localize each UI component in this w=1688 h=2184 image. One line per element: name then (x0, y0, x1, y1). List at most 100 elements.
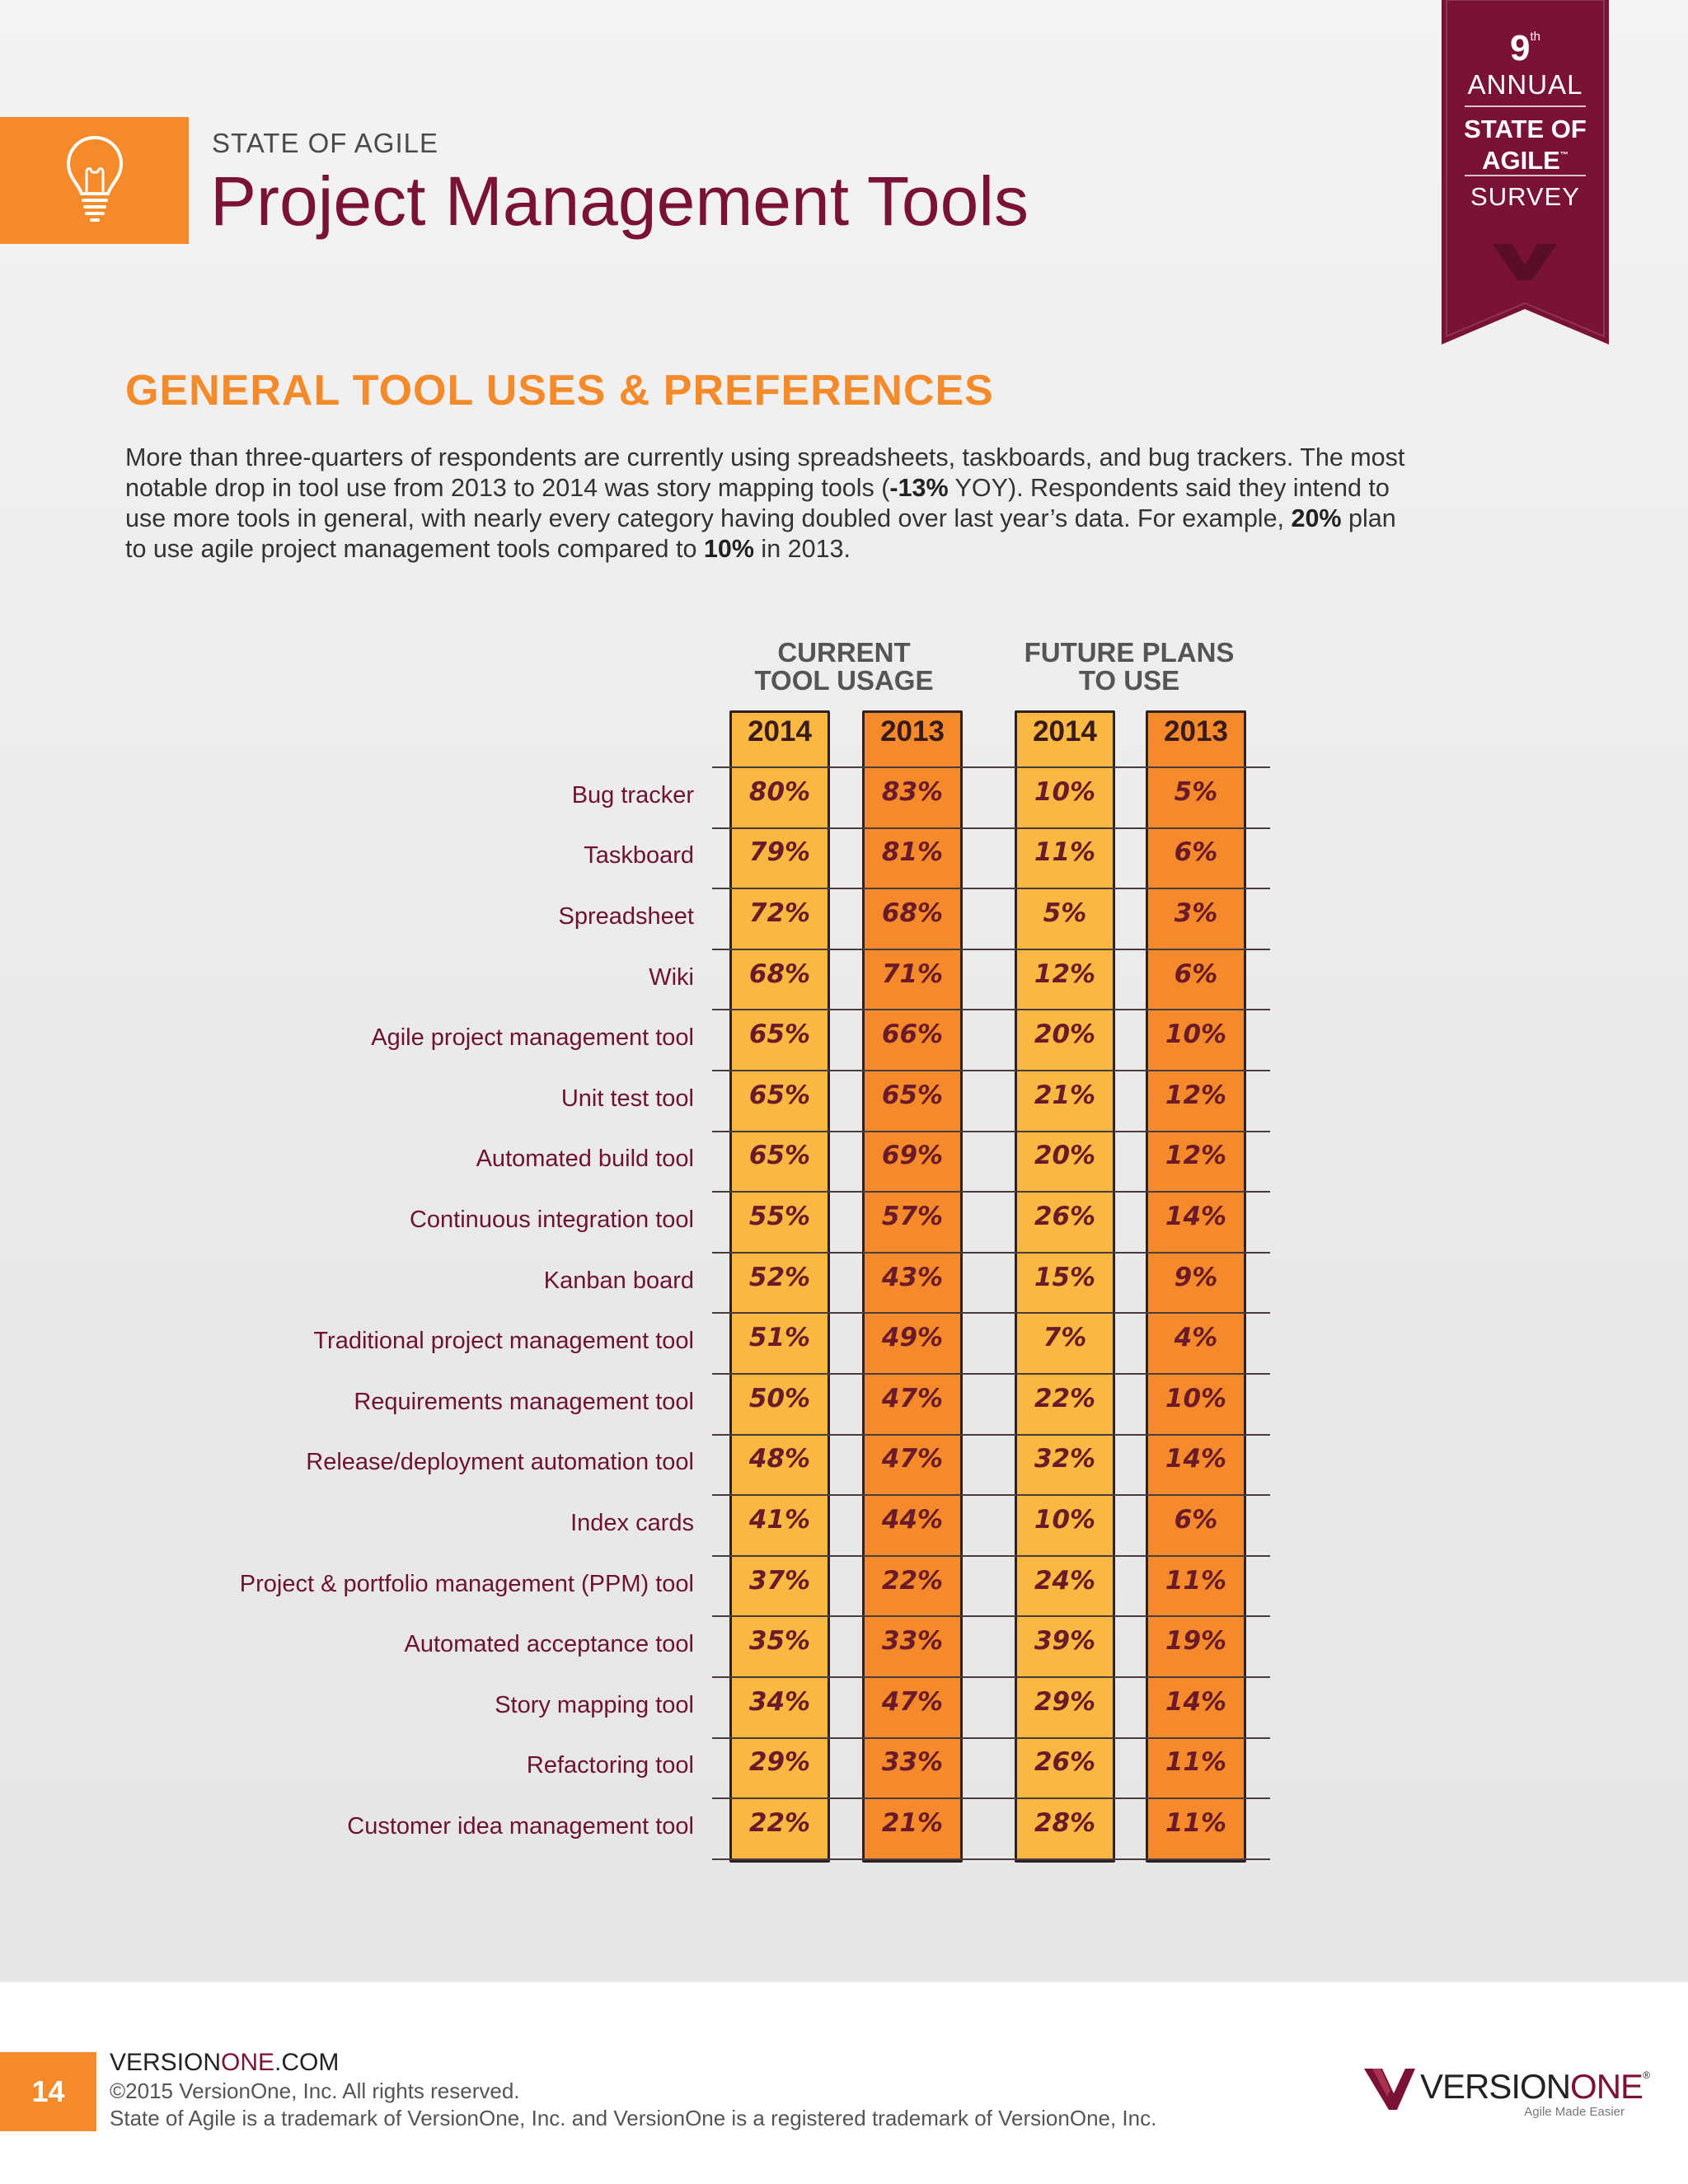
table-cell-cur2014: 52% (748, 1263, 811, 1292)
row-divider (712, 1191, 1270, 1193)
row-divider (712, 1373, 1270, 1375)
row-divider (712, 1009, 1270, 1010)
table-cell-cur2013: 68% (881, 898, 944, 928)
table-cell-fut2013: 14% (1165, 1687, 1227, 1717)
row-label: Customer idea management tool (347, 1813, 694, 1840)
table-cell-fut2014: 29% (1034, 1687, 1096, 1717)
table-cell-cur2013: 43% (881, 1263, 944, 1292)
table-cell-fut2013: 6% (1174, 959, 1218, 989)
row-divider (712, 1312, 1270, 1314)
table-cell-cur2014: 22% (748, 1808, 811, 1838)
table-cell-cur2014: 29% (748, 1747, 811, 1777)
group-header-future: FUTURE PLANS TO USE (1024, 637, 1235, 696)
table-cell-cur2014: 37% (748, 1566, 811, 1596)
versionone-v-icon (1493, 244, 1557, 280)
page-background (0, 0, 1688, 1982)
row-divider (712, 1858, 1270, 1860)
table-cell-cur2014: 51% (748, 1323, 811, 1352)
row-divider (712, 949, 1270, 950)
table-cell-fut2014: 32% (1034, 1444, 1096, 1474)
table-cell-fut2014: 7% (1043, 1323, 1087, 1352)
table-cell-fut2013: 12% (1165, 1080, 1227, 1110)
row-label: Taskboard (584, 842, 694, 869)
row-label: Bug tracker (571, 782, 694, 808)
table-cell-fut2013: 14% (1165, 1444, 1227, 1474)
table-cell-cur2013: 65% (881, 1080, 944, 1110)
row-divider (712, 1070, 1270, 1071)
table-cell-fut2013: 12% (1165, 1141, 1227, 1170)
column-header: 2013 (880, 715, 945, 748)
badge-number: 9th (1510, 28, 1540, 68)
table-cell-fut2013: 19% (1165, 1626, 1227, 1656)
lightbulb-icon (66, 135, 123, 222)
table-cell-cur2014: 41% (748, 1505, 811, 1535)
column-future-2014 (1015, 710, 1115, 1863)
table-cell-fut2014: 20% (1034, 1019, 1096, 1049)
table-cell-cur2014: 35% (748, 1626, 811, 1656)
table-cell-cur2014: 65% (748, 1019, 811, 1049)
row-label: Requirements management tool (354, 1389, 694, 1415)
table-cell-fut2014: 22% (1034, 1384, 1096, 1413)
badge-annual: ANNUAL (1467, 69, 1583, 100)
versionone-logo: VERSIONONE® Agile Made Easier (1364, 2062, 1650, 2128)
header-kicker: STATE OF AGILE (212, 128, 439, 158)
table-cell-fut2013: 6% (1174, 1505, 1218, 1535)
badge-divider (1465, 105, 1586, 107)
table-cell-cur2013: 47% (881, 1687, 944, 1717)
column-header: 2014 (1033, 715, 1097, 748)
table-cell-cur2013: 49% (881, 1323, 944, 1352)
table-cell-fut2014: 5% (1043, 898, 1087, 928)
table-cell-fut2014: 24% (1034, 1566, 1096, 1596)
row-label: Spreadsheet (558, 903, 694, 930)
table-cell-fut2013: 4% (1174, 1323, 1218, 1352)
table-cell-cur2014: 68% (748, 959, 811, 989)
column-header: 2014 (748, 715, 812, 748)
badge-divider (1465, 175, 1586, 176)
header-icon-box (0, 117, 189, 244)
table-cell-cur2013: 21% (881, 1808, 944, 1838)
group-header-current: CURRENT TOOL USAGE (754, 637, 934, 696)
footer-website: VERSIONONE.COM (110, 2049, 340, 2076)
table-cell-fut2013: 11% (1165, 1566, 1227, 1596)
table-cell-fut2013: 9% (1174, 1263, 1218, 1292)
table-cell-cur2013: 57% (881, 1202, 944, 1231)
table-cell-fut2013: 10% (1165, 1384, 1227, 1413)
table-cell-cur2013: 69% (881, 1141, 944, 1170)
table-cell-fut2013: 11% (1165, 1747, 1227, 1777)
column-future-2013 (1146, 710, 1246, 1863)
badge-survey: SURVEY (1470, 182, 1580, 211)
table-cell-fut2014: 39% (1034, 1626, 1096, 1656)
row-label: Story mapping tool (495, 1692, 694, 1718)
row-label: Project & portfolio management (PPM) too… (239, 1571, 694, 1597)
table-cell-cur2014: 79% (748, 837, 811, 867)
table-cell-fut2013: 5% (1174, 777, 1218, 807)
survey-ribbon-badge: 9th ANNUAL STATE OF AGILE™ SURVEY (1442, 0, 1609, 346)
row-label: Release/deployment automation tool (306, 1449, 694, 1475)
table-cell-cur2014: 48% (748, 1444, 811, 1474)
table-cell-fut2014: 15% (1034, 1263, 1096, 1292)
column-current-2013 (862, 710, 963, 1863)
row-label: Automated build tool (476, 1146, 694, 1172)
row-divider (712, 1434, 1270, 1436)
logo-tagline: Agile Made Easier (1524, 2105, 1625, 2119)
row-label: Refactoring tool (526, 1752, 694, 1779)
table-cell-fut2014: 11% (1034, 837, 1096, 867)
table-cell-fut2013: 3% (1174, 898, 1218, 928)
row-label: Unit test tool (560, 1085, 694, 1112)
table-cell-fut2013: 6% (1174, 837, 1218, 867)
row-divider (712, 1737, 1270, 1739)
table-cell-cur2013: 71% (881, 959, 944, 989)
table-cell-cur2013: 47% (881, 1384, 944, 1413)
table-cell-cur2014: 50% (748, 1384, 811, 1413)
row-divider (712, 1494, 1270, 1496)
footer-trademark: State of Agile is a trademark of Version… (110, 2106, 1157, 2130)
row-label: Wiki (649, 964, 694, 991)
table-cell-fut2014: 21% (1034, 1080, 1096, 1110)
row-divider (712, 1676, 1270, 1678)
row-divider (712, 1252, 1270, 1254)
badge-state-of-agile: STATE OF AGILE™ (1464, 115, 1587, 175)
section-heading: GENERAL TOOL USES & PREFERENCES (125, 367, 994, 415)
table-cell-cur2013: 33% (881, 1626, 944, 1656)
table-cell-fut2013: 14% (1165, 1202, 1227, 1231)
table-cell-fut2014: 20% (1034, 1141, 1096, 1170)
